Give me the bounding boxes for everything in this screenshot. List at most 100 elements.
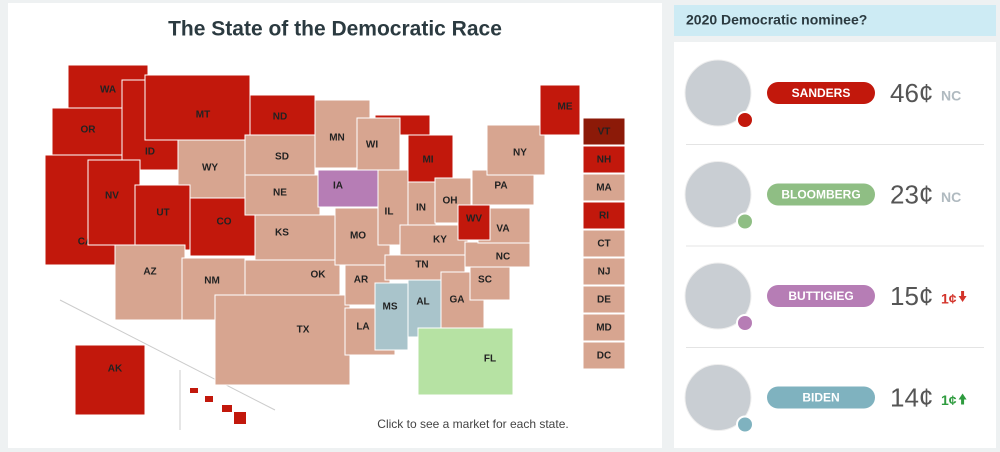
state-label: TN <box>415 260 428 271</box>
state[interactable] <box>51 107 131 164</box>
name-pill[interactable] <box>767 285 875 307</box>
state-label: IL <box>385 207 394 218</box>
state-label: OH <box>443 196 458 207</box>
state[interactable] <box>214 294 351 386</box>
state[interactable] <box>539 84 581 136</box>
hawaii <box>222 405 232 412</box>
state[interactable] <box>486 124 546 176</box>
state-label: LA <box>356 322 369 333</box>
avatar <box>684 161 752 228</box>
state-label: UT <box>156 208 169 219</box>
hawaii <box>190 388 198 393</box>
state-label: FL <box>484 354 496 365</box>
state[interactable] <box>74 344 146 416</box>
state-label: RI <box>599 211 609 222</box>
state[interactable] <box>244 259 341 296</box>
hawaii <box>234 412 246 424</box>
state-label: CA <box>78 237 92 248</box>
state-label: WA <box>100 85 116 96</box>
state[interactable] <box>249 94 316 136</box>
candidate-list: SANDERS 46¢ NC BLOOMBERG 23¢ NC BUTTIGIEG 15¢ 1¢… <box>684 59 984 434</box>
state[interactable] <box>407 134 454 186</box>
name-pill[interactable] <box>767 82 875 104</box>
state-label: AZ <box>143 267 156 278</box>
state-label: IA <box>333 181 343 192</box>
state[interactable] <box>254 214 336 261</box>
state-label: NJ <box>598 267 611 278</box>
state[interactable] <box>582 173 626 202</box>
avatar <box>684 59 752 127</box>
state-label: NM <box>204 276 220 287</box>
state[interactable] <box>582 285 626 314</box>
state[interactable] <box>582 117 626 146</box>
avatar <box>684 262 752 330</box>
panel-header <box>674 5 996 36</box>
avatar-dot <box>736 314 754 332</box>
state-label: MI <box>422 155 433 166</box>
state-label: WY <box>202 163 218 174</box>
state-label: AR <box>354 275 369 286</box>
state[interactable] <box>457 204 491 241</box>
candidate-name: BLOOMBERG <box>781 188 860 202</box>
state-label: NE <box>273 188 287 199</box>
state[interactable] <box>144 74 251 141</box>
state-label: NC <box>496 252 510 263</box>
state-label: GA <box>450 295 465 306</box>
state-label: IN <box>416 203 426 214</box>
inset-divider <box>59 299 276 411</box>
map-title: The State of the Democratic Race <box>168 18 502 41</box>
arrow-up <box>958 393 967 405</box>
state-label: NV <box>105 191 119 202</box>
price-change: NC <box>941 88 961 104</box>
state-label: AK <box>108 364 123 375</box>
state[interactable] <box>356 117 401 171</box>
state[interactable] <box>87 159 141 246</box>
state-label: PA <box>494 181 507 192</box>
hawaii <box>205 396 213 402</box>
state[interactable] <box>582 201 626 230</box>
state-label: VA <box>496 224 509 235</box>
state[interactable] <box>244 174 321 216</box>
state-label: MD <box>596 323 612 334</box>
name-pill[interactable] <box>767 386 875 409</box>
state-label: ND <box>273 112 287 123</box>
name-pill[interactable] <box>767 183 875 206</box>
state[interactable] <box>417 327 514 396</box>
arrow-down <box>958 291 967 302</box>
state-label: KS <box>275 228 289 239</box>
state[interactable] <box>374 282 409 351</box>
avatar-dot <box>736 111 754 129</box>
state-label: CO <box>217 217 232 228</box>
state-label: SC <box>478 275 492 286</box>
state[interactable] <box>317 169 381 208</box>
state-label: VT <box>598 127 611 138</box>
state-label: OK <box>311 270 327 281</box>
state-map: WA OR CA ID NV MT WY UT CO AZ NM ND SD NE KS OK TX MN IA MO… <box>44 64 626 430</box>
state[interactable] <box>582 145 626 174</box>
state-label: CT <box>597 239 610 250</box>
price-change: 1¢ <box>941 291 957 307</box>
price: 15¢ <box>890 281 933 311</box>
state[interactable] <box>582 313 626 342</box>
state[interactable] <box>471 169 535 206</box>
state-label: SD <box>275 152 289 163</box>
state[interactable] <box>582 229 626 258</box>
state-label: MS <box>383 302 398 313</box>
price: 14¢ <box>890 382 933 412</box>
state-label: DE <box>597 295 611 306</box>
state-label: DC <box>597 351 611 362</box>
state[interactable] <box>114 244 186 321</box>
state-label: WV <box>466 214 482 225</box>
candidate-name: SANDERS <box>792 86 851 100</box>
price-change: 1¢ <box>941 392 957 408</box>
state-label: MA <box>596 183 612 194</box>
map-footer[interactable]: Click to see a market for each state. <box>377 417 568 431</box>
state-label: NY <box>513 148 527 159</box>
state-label: KY <box>433 235 447 246</box>
state[interactable] <box>582 257 626 286</box>
state[interactable] <box>582 341 626 370</box>
candidate-name: BIDEN <box>802 391 839 405</box>
panel-title: 2020 Democratic nominee? <box>686 12 867 28</box>
